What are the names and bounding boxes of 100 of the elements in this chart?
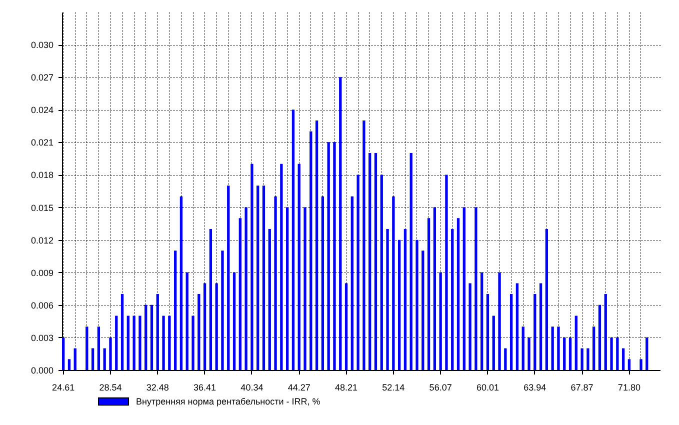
y-tick-label: 0.027 [30,72,54,83]
bar [232,272,236,370]
bar [386,228,389,370]
y-tick-label: 0.003 [30,332,54,343]
x-tick-label: 24.61 [52,382,75,392]
bar [510,294,513,370]
y-tick-label: 0.030 [30,40,54,50]
bar [120,294,124,370]
bar [91,348,94,370]
bar [274,196,277,370]
x-tick-label: 56.07 [429,382,452,392]
bar [186,272,188,370]
bar [221,250,224,370]
bar [132,316,136,370]
bar [451,228,454,370]
x-tick-label: 52.14 [382,382,405,392]
bar [427,218,430,370]
bar [356,174,360,370]
bar [344,283,348,370]
y-tick-label: 0.000 [30,366,54,376]
bar [162,316,165,370]
y-tick-label: 0.012 [30,235,54,246]
bar [215,283,218,370]
bar [468,283,472,370]
bar [180,196,183,370]
bar [586,348,590,370]
bar [598,304,602,370]
x-tick-label: 44.27 [288,382,310,392]
x-tick-label: 32.48 [146,382,169,392]
bar [646,337,648,370]
bar [103,348,106,370]
bar [350,196,354,370]
x-tick-label: 28.54 [99,382,122,392]
bar [640,359,642,370]
bar [339,77,342,370]
bar [380,174,383,370]
bar [286,207,289,370]
bar [203,283,206,370]
y-tick-label: 0.015 [30,202,54,213]
bar [539,283,542,370]
bar [310,131,312,370]
bar [150,304,154,370]
bar [480,272,484,370]
bar [262,186,266,370]
bar [362,120,366,370]
x-tick-label: 40.34 [240,382,264,392]
bar [604,294,607,370]
bar [238,218,242,370]
bar [410,153,412,370]
bar [192,316,194,370]
bar [392,196,395,370]
bar [138,316,142,370]
bar [256,186,260,370]
bar [86,326,88,370]
bar [292,110,295,370]
bar [616,337,619,370]
bar [168,316,171,370]
bar [568,337,572,370]
bar [68,359,71,370]
bar [474,207,478,370]
y-tick-label: 0.006 [30,300,54,310]
bar [209,228,212,370]
bar [456,218,460,370]
bar [522,326,524,370]
bar [198,294,200,370]
bar [126,316,130,370]
bar [368,153,372,370]
bar [280,164,283,370]
bar [580,348,584,370]
bar [504,348,507,370]
bar [557,326,560,370]
bar [563,337,566,370]
bar [416,240,418,370]
bar [333,142,336,370]
bar [610,337,613,370]
bar [156,294,159,370]
bar [304,207,306,370]
bar [534,294,536,370]
bar [115,316,118,370]
y-tick-label: 0.021 [30,138,54,148]
bar [445,174,448,370]
bar [439,272,442,370]
legend-label: Внутренняя норма рентабельности - IRR, % [136,396,320,406]
bar [144,304,148,370]
y-tick-label: 0.024 [30,105,54,116]
y-tick-label: 0.009 [30,268,54,278]
x-tick-label: 36.41 [194,382,216,392]
bar [244,207,248,370]
bar [545,228,548,370]
bar [492,316,495,370]
bar [498,272,501,370]
bar [74,348,76,370]
bar [250,164,254,370]
bar [404,228,407,370]
bar [551,326,554,370]
x-tick-label: 60.01 [476,382,499,392]
bar [227,186,230,370]
x-tick-label: 67.87 [570,382,594,392]
bar [315,120,318,370]
bar [327,142,330,370]
